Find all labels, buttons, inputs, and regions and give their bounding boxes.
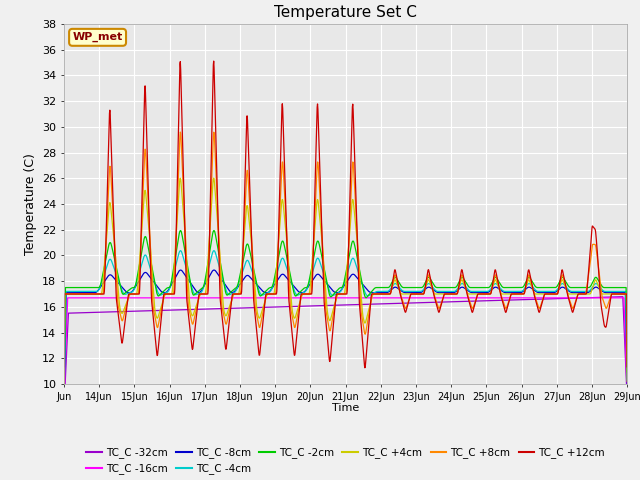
TC_C -16cm	[479, 295, 486, 301]
TC_C -32cm	[616, 294, 624, 300]
TC_C +12cm	[479, 291, 487, 297]
Line: TC_C +8cm: TC_C +8cm	[64, 132, 627, 403]
TC_C -32cm	[561, 296, 569, 301]
TC_C -2cm	[561, 278, 569, 284]
TC_C -4cm	[623, 377, 631, 383]
TC_C -16cm	[623, 392, 631, 397]
TC_C +12cm	[321, 303, 328, 309]
TC_C -32cm	[623, 397, 631, 403]
TC_C -32cm	[60, 406, 68, 412]
TC_C -2cm	[479, 285, 486, 290]
TC_C -4cm	[616, 288, 624, 294]
Line: TC_C -32cm: TC_C -32cm	[64, 297, 627, 409]
TC_C +12cm	[617, 291, 625, 297]
TC_C -2cm	[210, 228, 218, 233]
TC_C +4cm	[210, 175, 218, 181]
TC_C -8cm	[616, 290, 624, 296]
TC_C +8cm	[561, 281, 569, 287]
TC_C +8cm	[332, 301, 339, 307]
TC_C -4cm	[148, 271, 156, 277]
TC_C -8cm	[623, 382, 631, 387]
TC_C +12cm	[210, 58, 218, 64]
TC_C -16cm	[616, 295, 624, 301]
TC_C -2cm	[60, 397, 68, 403]
Legend: TC_C -32cm, TC_C -16cm, TC_C -8cm, TC_C -4cm, TC_C -2cm, TC_C +4cm, TC_C +8cm, T: TC_C -32cm, TC_C -16cm, TC_C -8cm, TC_C …	[82, 443, 609, 479]
TC_C +8cm	[60, 400, 68, 406]
TC_C -16cm	[64, 295, 72, 301]
Line: TC_C -16cm: TC_C -16cm	[64, 298, 627, 405]
TC_C +8cm	[616, 291, 624, 297]
TC_C +12cm	[332, 302, 339, 308]
TC_C -32cm	[148, 308, 156, 313]
Text: WP_met: WP_met	[72, 32, 123, 42]
TC_C -2cm	[148, 265, 156, 271]
TC_C -4cm	[479, 288, 486, 294]
TC_C +12cm	[361, 365, 369, 371]
TC_C -32cm	[479, 298, 486, 304]
TC_C -8cm	[479, 290, 486, 296]
TC_C +4cm	[332, 300, 339, 305]
TC_C +4cm	[616, 291, 624, 297]
TC_C -16cm	[561, 295, 569, 301]
TC_C -8cm	[60, 400, 68, 406]
TC_C -8cm	[210, 267, 218, 273]
TC_C -8cm	[148, 277, 156, 283]
TC_C +8cm	[479, 291, 486, 297]
X-axis label: Time: Time	[332, 403, 359, 413]
TC_C -16cm	[60, 402, 68, 408]
TC_C -8cm	[332, 289, 339, 295]
TC_C -8cm	[321, 278, 328, 284]
TC_C -4cm	[332, 291, 339, 297]
TC_C +12cm	[148, 302, 156, 308]
Line: TC_C -8cm: TC_C -8cm	[64, 270, 627, 403]
TC_C -32cm	[331, 302, 339, 308]
Y-axis label: Temperature (C): Temperature (C)	[24, 153, 36, 255]
TC_C -16cm	[148, 295, 156, 301]
TC_C +4cm	[148, 269, 156, 275]
TC_C +12cm	[60, 364, 68, 370]
Line: TC_C +12cm: TC_C +12cm	[64, 61, 627, 368]
TC_C -2cm	[616, 285, 624, 290]
TC_C -16cm	[332, 295, 339, 301]
TC_C +8cm	[623, 346, 631, 351]
TC_C +4cm	[321, 272, 328, 278]
TC_C -4cm	[60, 399, 68, 405]
TC_C +12cm	[623, 364, 631, 370]
TC_C -16cm	[321, 295, 328, 301]
TC_C -8cm	[561, 286, 569, 291]
TC_C -2cm	[332, 290, 339, 296]
Title: Temperature Set C: Temperature Set C	[274, 5, 417, 20]
TC_C -4cm	[321, 273, 328, 279]
TC_C +4cm	[623, 379, 631, 384]
TC_C -32cm	[619, 294, 627, 300]
TC_C +8cm	[177, 129, 184, 135]
TC_C +8cm	[148, 283, 156, 288]
Line: TC_C -2cm: TC_C -2cm	[64, 230, 627, 400]
Line: TC_C -4cm: TC_C -4cm	[64, 251, 627, 402]
TC_C +4cm	[561, 284, 569, 289]
TC_C -4cm	[561, 283, 569, 288]
TC_C +4cm	[479, 291, 486, 297]
TC_C +8cm	[321, 284, 328, 290]
TC_C -4cm	[210, 248, 218, 253]
TC_C +12cm	[562, 282, 570, 288]
TC_C -2cm	[623, 369, 631, 375]
TC_C -32cm	[320, 303, 328, 309]
TC_C +4cm	[60, 379, 68, 384]
Line: TC_C +4cm: TC_C +4cm	[64, 178, 627, 382]
TC_C -2cm	[321, 267, 328, 273]
